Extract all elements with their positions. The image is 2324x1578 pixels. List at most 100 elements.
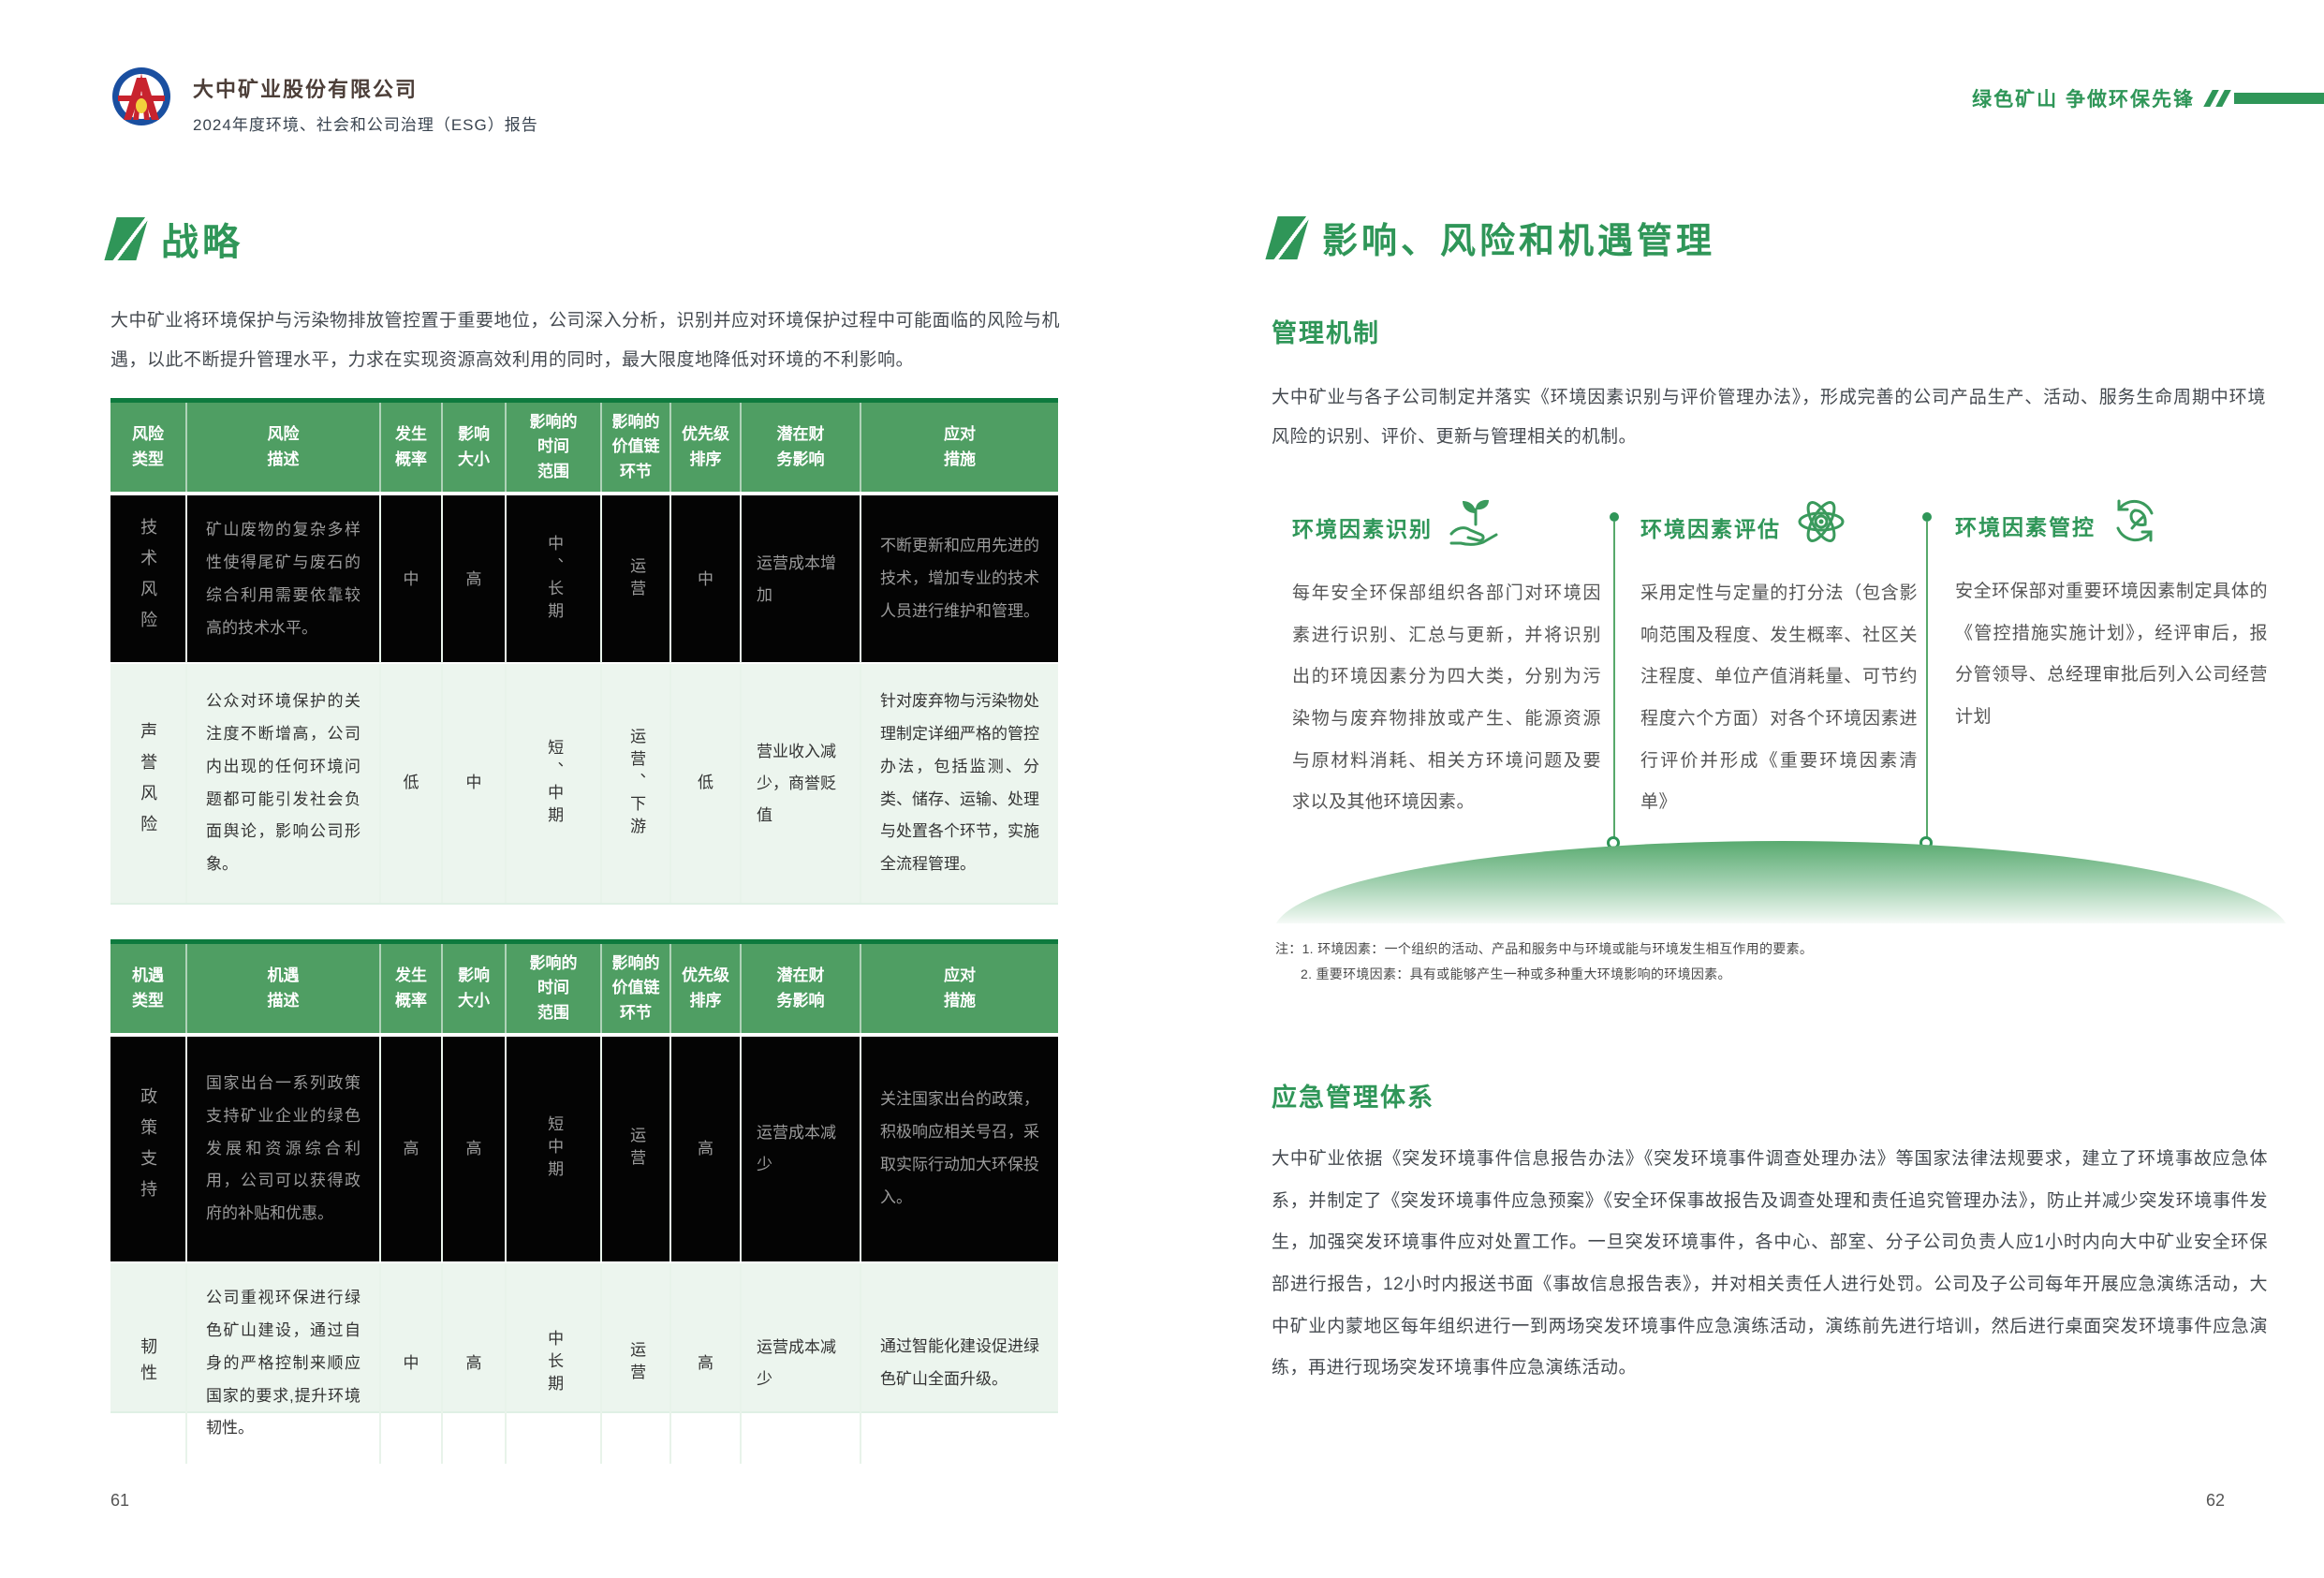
right-section-title-text: 影响、风险和机遇管理: [1322, 222, 1716, 261]
priority-cell: 高: [671, 1037, 742, 1262]
divider-line: [1613, 522, 1615, 840]
company-name: 大中矿业股份有限公司: [193, 78, 419, 101]
report-title: 2024年度环境、社会和公司治理（ESG）报告: [193, 116, 538, 134]
opportunity-type-cell: 政策支持: [110, 1037, 187, 1262]
risk-description-cell: 公众对环境保护的关注度不断增高，公司内出现的任何环境问题都可能引发社会负面舆论，…: [187, 664, 381, 904]
process-column-identify: 环境因素识别 每年安全环保部组织各部门对环境因素进行识别、汇总与更新，并将识别出…: [1292, 496, 1601, 824]
column-header: 应对 措施: [944, 966, 976, 1010]
priority-cell: 高: [671, 1263, 742, 1465]
timeline-dot: [1922, 512, 1932, 522]
value-chain-cell: 运营: [602, 1037, 671, 1262]
process-column-evaluate: 环境因素评估 采用定性与定量的打分法（包含影响范围及程度、发生概率、社区关注程度…: [1640, 496, 1918, 824]
table-row: 政策支持 国家出台一系列政策支持矿业企业的绿色发展和资源综合利用，公司可以获得政…: [110, 1035, 1058, 1262]
atom-icon: [1798, 501, 1845, 542]
strategy-intro-paragraph: 大中矿业将环境保护与污染物排放管控置于重要地位，公司深入分析，识别并应对环境保护…: [110, 311, 1061, 370]
mechanism-subheading: 管理机制: [1272, 319, 1380, 347]
financial-impact-cell: 营业收入减少，商誉贬值: [742, 664, 861, 904]
risk-type-cell: 声誉风险: [110, 664, 187, 904]
risk-table-header-row: 风险 类型 风险 描述 发生 概率 影响 大小 影响的 时间 范围 影响的 价值…: [110, 403, 1058, 494]
time-range-cell: 中、长期: [507, 495, 602, 664]
column-header: 优先级 排序: [671, 403, 742, 493]
footnote-line: 注：1. 环境因素：一个组织的活动、产品和服务中与环境或能与环境发生相互作用的要…: [1275, 941, 1814, 956]
mechanism-paragraph: 大中矿业与各子公司制定并落实《环境因素识别与评价管理办法》，形成完善的公司产品生…: [1272, 388, 2266, 447]
table-row: 技术风险 矿山废物的复杂多样性使得尾矿与废石的综合利用需要依靠较高的技术水平。 …: [110, 494, 1058, 664]
opportunity-table-top-bar: [110, 939, 1058, 944]
left-section-title-text: 战略: [161, 222, 243, 263]
column-header: 机遇 类型: [110, 944, 187, 1034]
column-header: 发生 概率: [381, 403, 443, 493]
page-number-right: 62: [2206, 1491, 2226, 1510]
left-section-title: 战略: [104, 212, 243, 266]
page-number-left: 61: [110, 1491, 130, 1510]
probability-cell: 中: [381, 1263, 443, 1465]
sprout-hand-icon: [1449, 499, 1498, 546]
opportunity-table: 机遇 类型 机遇 描述 发生 概率 影响 大小 影响的 时间 范围 影响的 价值…: [110, 939, 1058, 1465]
probability-cell: 低: [381, 664, 443, 904]
probability-cell: 中: [381, 495, 443, 664]
column-header: 潜在财 务影响: [742, 944, 861, 1034]
priority-cell: 中: [671, 495, 742, 664]
company-logo-icon: [112, 67, 170, 125]
slogan-text: 绿色矿山 争做环保先锋: [1972, 89, 2195, 111]
recycle-leaf-icon: [2116, 499, 2154, 542]
opportunity-table-header-row: 机遇 类型 机遇 描述 发生 概率 影响 大小 影响的 时间 范围 影响的 价值…: [110, 944, 1058, 1036]
process-column-body: 安全环保部对重要环境因素制定具体的《管控措施实施计划》，经评审后，报分管领导、总…: [1955, 582, 2268, 727]
column-header: 发生 概率: [381, 944, 443, 1034]
process-column-title: 环境因素识别: [1292, 517, 1433, 541]
column-header: 风险 描述: [187, 403, 381, 493]
time-range-cell: 短、中期: [507, 664, 602, 904]
column-header: 风险 类型: [110, 403, 187, 493]
value-chain-cell: 运营、下游: [602, 664, 671, 904]
process-column-control: 环境因素管控 安全环保部对重要环境因素制定具体的《管控措施实施计划》，经评审后，…: [1955, 496, 2268, 739]
timeline-dot: [1610, 512, 1619, 522]
value-chain-cell: 运营: [602, 1263, 671, 1465]
column-header: 影响的 价值链 环节: [602, 403, 671, 493]
column-header: 优先级 排序: [671, 944, 742, 1034]
section-marker-icon: [1265, 215, 1310, 259]
footnotes: 注：1. 环境因素：一个组织的活动、产品和服务中与环境或能与环境发生相互作用的要…: [1275, 936, 2212, 988]
measures-cell: 通过智能化建设促进绿色矿山全面升级。: [880, 1337, 1039, 1389]
column-header: 影响的 时间 范围: [507, 403, 602, 493]
financial-impact-cell: 运营成本增加: [742, 495, 861, 664]
process-column-title: 环境因素评估: [1640, 517, 1781, 541]
impact-cell: 高: [443, 495, 507, 664]
measures-cell: 关注国家出台的政策，积极响应相关号召，采取实际行动加大环保投入。: [880, 1090, 1039, 1206]
process-column-body: 每年安全环保部组织各部门对环境因素进行识别、汇总与更新，并将识别出的环境因素分为…: [1292, 583, 1601, 813]
slogan-bar: [2234, 93, 2324, 104]
emergency-subheading: 应急管理体系: [1272, 1084, 1434, 1112]
probability-cell: 高: [381, 1037, 443, 1262]
table-row: 韧性 公司重视环保进行绿色矿山建设，通过自身的严格控制来顺应国家的要求,提升环境…: [110, 1261, 1058, 1465]
risk-table: 风险 类型 风险 描述 发生 概率 影响 大小 影响的 时间 范围 影响的 价值…: [110, 398, 1058, 906]
priority-cell: 低: [671, 664, 742, 904]
emergency-paragraph: 大中矿业依据《突发环境事件信息报告办法》《突发环境事件调查处理办法》等国家法律法…: [1272, 1149, 2268, 1379]
opportunity-description-cell: 国家出台一系列政策支持矿业企业的绿色发展和资源综合利用，公司可以获得政府的补贴和…: [187, 1037, 381, 1262]
section-marker-icon: [104, 217, 149, 260]
measures-cell: 不断更新和应用先进的技术，增加专业的技术人员进行维护和管理。: [880, 537, 1039, 621]
column-header: 应对 措施: [944, 425, 976, 468]
risk-type-cell: 技术风险: [110, 495, 187, 664]
right-section-title: 影响、风险和机遇管理: [1265, 212, 1716, 263]
column-header: 潜在财 务影响: [742, 403, 861, 493]
column-header: 影响 大小: [443, 944, 507, 1034]
value-chain-cell: 运营: [602, 495, 671, 664]
company-logo: [110, 66, 172, 127]
process-column-title: 环境因素管控: [1955, 515, 2096, 539]
divider-line: [1926, 522, 1928, 840]
risk-table-top-bar: [110, 398, 1058, 403]
time-range-cell: 中长期: [507, 1263, 602, 1465]
opportunity-description-cell: 公司重视环保进行绿色矿山建设，通过自身的严格控制来顺应国家的要求,提升环境韧性。: [187, 1263, 381, 1465]
decorative-arc: [1273, 841, 2288, 923]
financial-impact-cell: 运营成本减少: [742, 1263, 861, 1465]
column-header: 影响 大小: [443, 403, 507, 493]
financial-impact-cell: 运营成本减少: [742, 1037, 861, 1262]
table-row: 声誉风险 公众对环境保护的关注度不断增高，公司内出现的任何环境问题都可能引发社会…: [110, 662, 1058, 904]
opportunity-type-cell: 韧性: [110, 1263, 187, 1465]
risk-description-cell: 矿山废物的复杂多样性使得尾矿与废石的综合利用需要依靠较高的技术水平。: [187, 495, 381, 664]
impact-cell: 高: [443, 1037, 507, 1262]
time-range-cell: 短中期: [507, 1037, 602, 1262]
measures-cell: 针对废弃物与污染物处理制定详细严格的管控办法，包括监测、分类、储存、运输、处理与…: [880, 692, 1039, 874]
slash-decoration-icon: [2203, 90, 2231, 107]
column-header: 影响的 价值链 环节: [602, 944, 671, 1034]
header-slogan: 绿色矿山 争做环保先锋: [1972, 84, 2324, 112]
impact-cell: 高: [443, 1263, 507, 1465]
